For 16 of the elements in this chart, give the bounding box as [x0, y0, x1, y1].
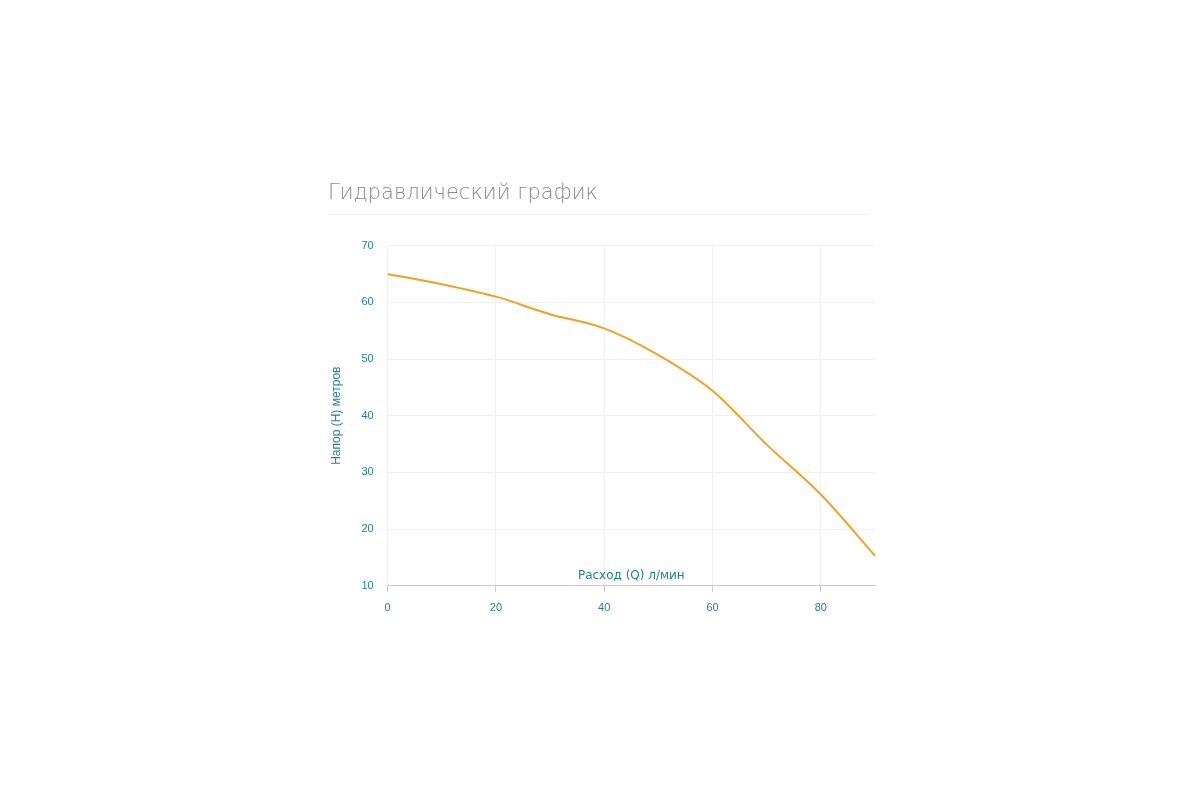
y-tick-label: 30 [361, 465, 374, 478]
y-tick-label: 40 [361, 408, 374, 421]
y-tick-label: 10 [361, 578, 374, 591]
x-tick-label: 20 [489, 601, 503, 614]
line-series [387, 272, 875, 557]
x-tick-label: 60 [706, 601, 719, 614]
x-tick-label: 80 [814, 601, 827, 614]
y-tick-label: 60 [361, 295, 374, 308]
y-axis-title: Напор (H) метров [328, 366, 343, 465]
y-tick-label: 20 [361, 522, 374, 535]
chart-title: Гидравлический график [328, 180, 870, 215]
x-axis-title: Расход (Q) л/мин [577, 567, 685, 582]
y-tick-label: 50 [361, 352, 374, 365]
y-tick-label: 70 [361, 238, 374, 251]
x-tick-label: 40 [598, 601, 611, 614]
x-tick-label: 0 [384, 601, 391, 614]
